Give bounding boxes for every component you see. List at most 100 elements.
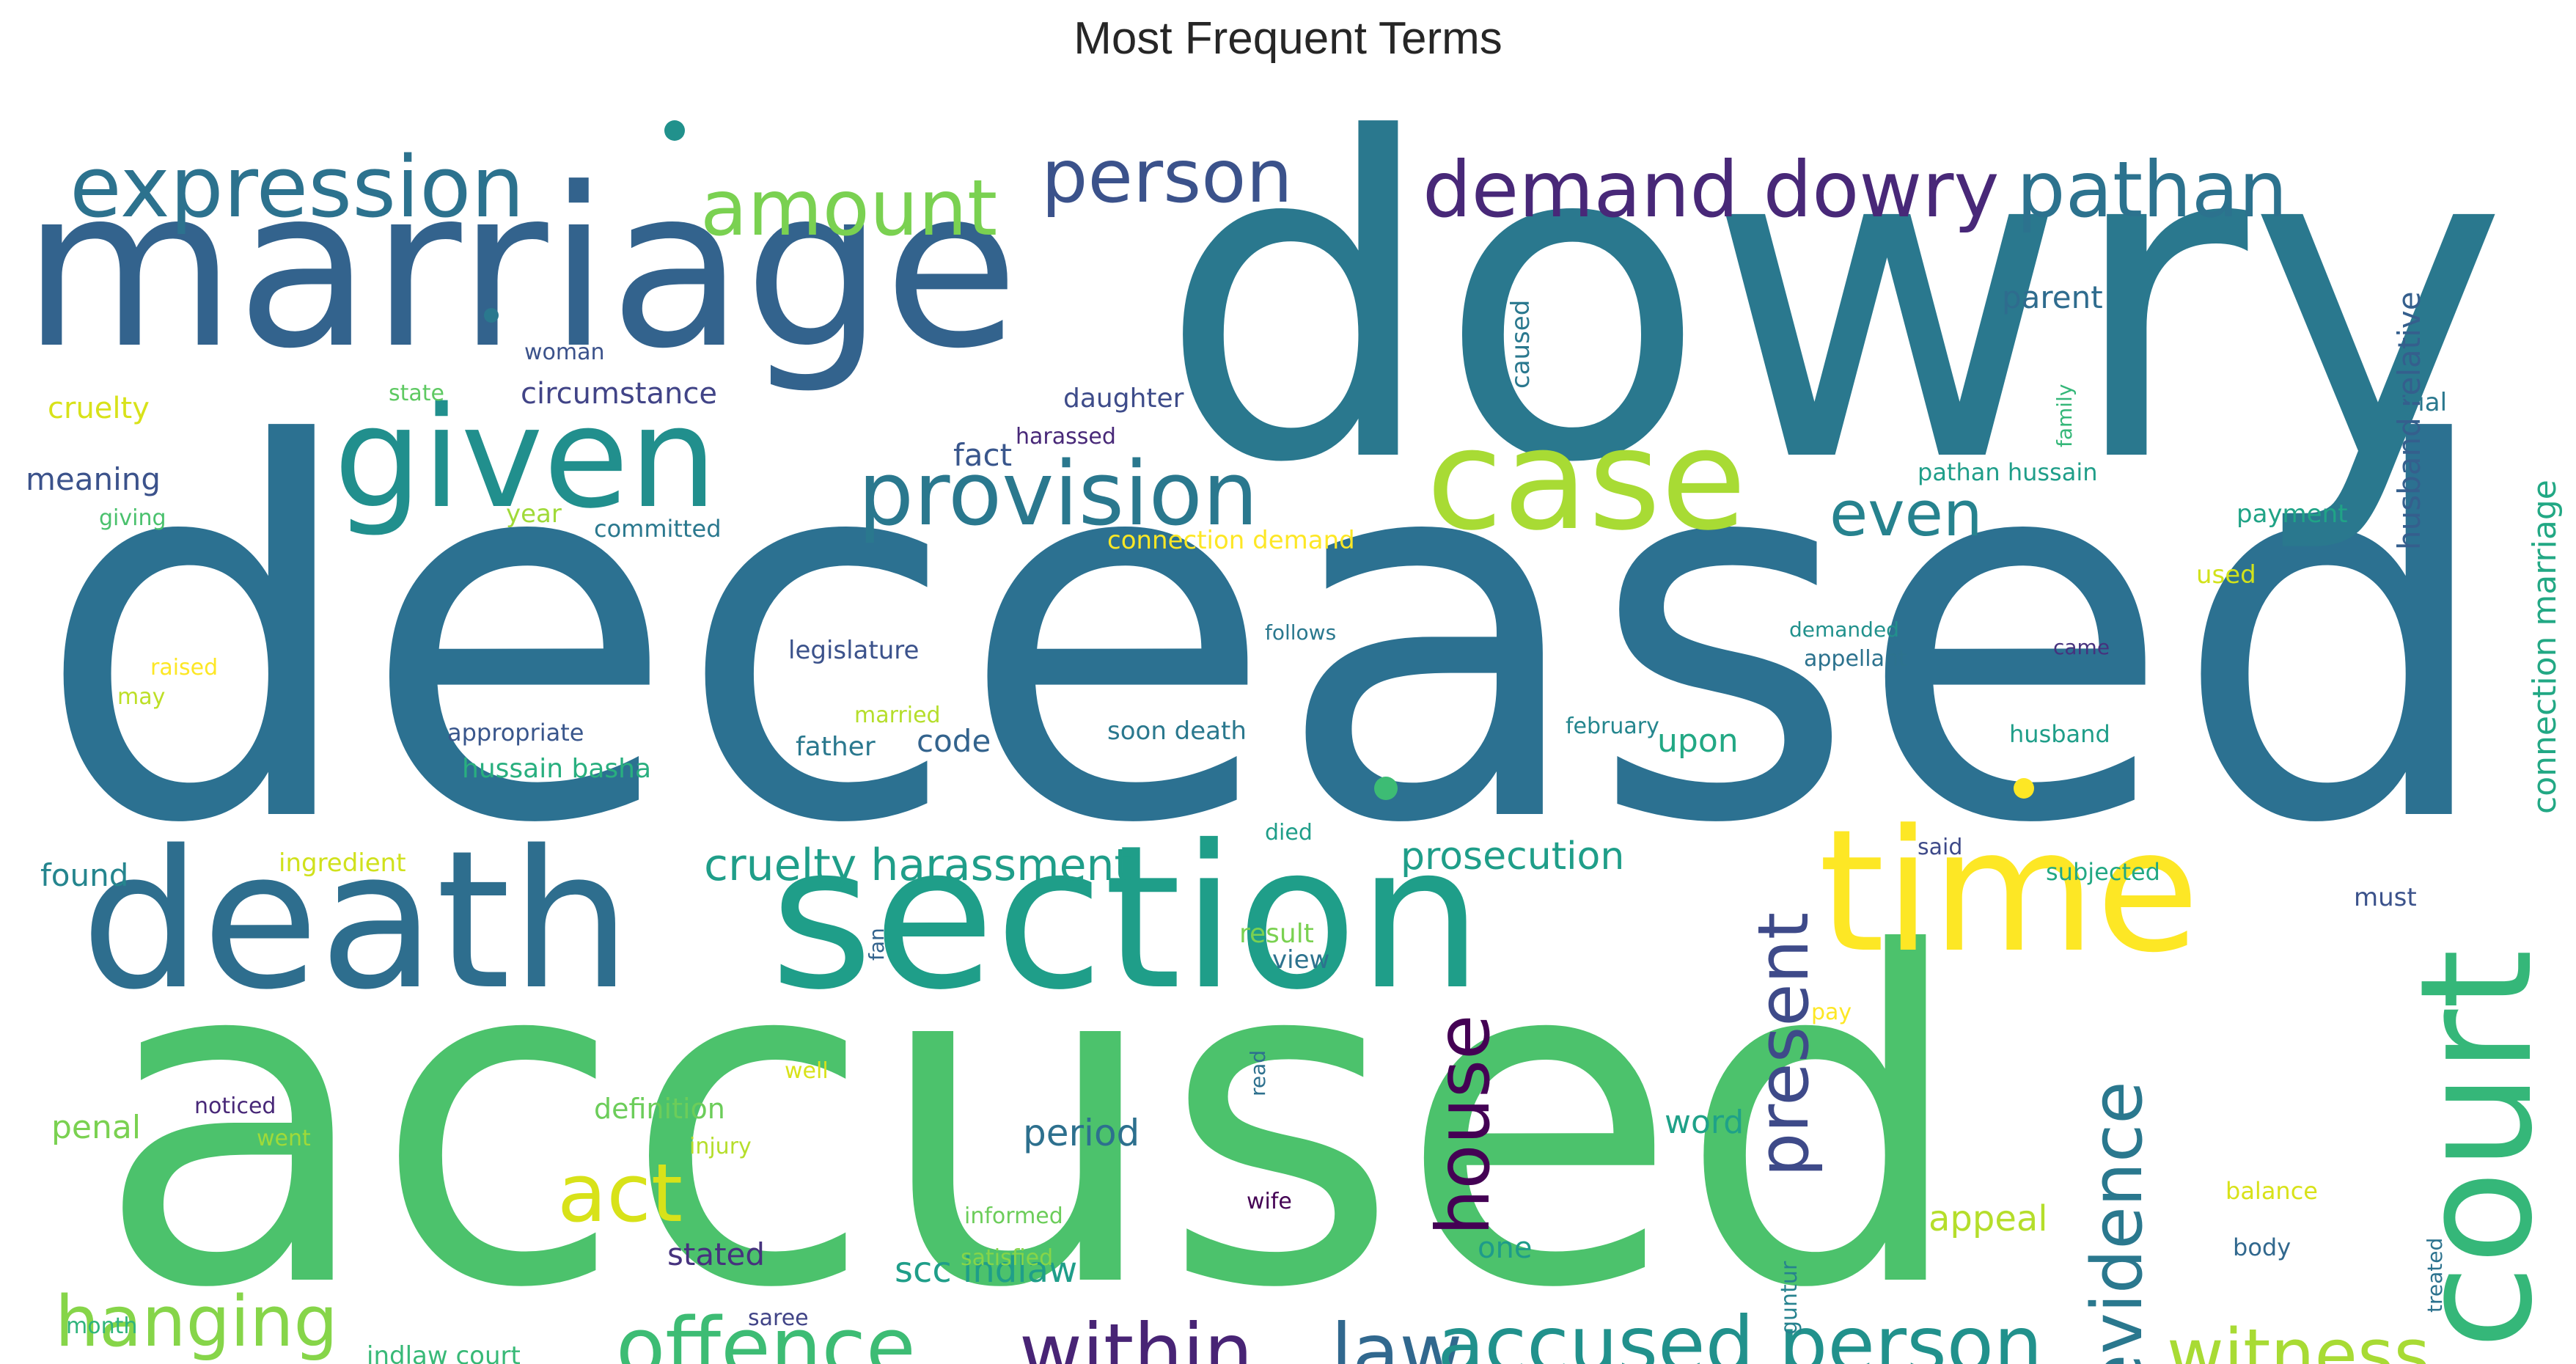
word-3: marriage bbox=[22, 141, 1019, 397]
word-8: given bbox=[334, 377, 717, 539]
word-22: witness bbox=[2167, 1315, 2430, 1364]
word-72: state bbox=[389, 381, 444, 406]
word-11: expression bbox=[70, 139, 524, 237]
decorative-dot bbox=[2014, 778, 2034, 799]
word-85: fan bbox=[865, 928, 889, 961]
word-83: died bbox=[1265, 820, 1313, 846]
word-68: guntur bbox=[1777, 1261, 1802, 1335]
word-18: offence bbox=[616, 1300, 916, 1364]
word-93: injury bbox=[689, 1134, 752, 1159]
word-28: prosecution bbox=[1401, 835, 1624, 879]
word-6: time bbox=[1819, 794, 2200, 990]
word-7: court bbox=[2387, 949, 2566, 1349]
word-69: year bbox=[506, 499, 562, 529]
word-73: woman bbox=[524, 340, 605, 365]
word-78: came bbox=[2053, 635, 2110, 659]
word-79: follows bbox=[1265, 620, 1336, 645]
word-40: cruelty bbox=[48, 392, 150, 425]
word-42: upon bbox=[1657, 722, 1739, 760]
word-33: appeal bbox=[1929, 1198, 2048, 1239]
word-76: demanded bbox=[1789, 617, 1899, 642]
word-71: giving bbox=[99, 505, 166, 531]
word-75: family bbox=[2052, 384, 2077, 447]
word-9: case bbox=[1426, 399, 1747, 561]
word-24: house bbox=[1420, 1014, 1506, 1236]
word-81: married bbox=[854, 703, 941, 728]
word-25: present bbox=[1744, 912, 1824, 1177]
word-29: husband relative bbox=[2391, 291, 2427, 550]
word-56: ingredient bbox=[279, 848, 406, 878]
word-20: law bbox=[1331, 1308, 1462, 1364]
word-86: raised bbox=[150, 655, 218, 681]
word-2: dowry bbox=[1159, 73, 2508, 559]
word-16: even bbox=[1830, 478, 1983, 551]
word-96: wife bbox=[1247, 1189, 1292, 1214]
decorative-dot bbox=[484, 308, 499, 323]
word-12: amount bbox=[700, 164, 997, 253]
word-54: pathan hussain bbox=[1918, 458, 2098, 486]
word-41: parent bbox=[2002, 279, 2103, 315]
chart-title: Most Frequent Terms bbox=[1074, 13, 1502, 64]
word-5: section bbox=[770, 802, 1483, 1033]
word-66: body bbox=[2233, 1233, 2291, 1261]
word-70: committed bbox=[594, 515, 722, 543]
word-14: demand dowry bbox=[1423, 145, 2000, 235]
word-36: penal bbox=[51, 1109, 141, 1146]
word-45: one bbox=[1478, 1231, 1532, 1265]
word-63: husband bbox=[2009, 720, 2110, 748]
word-47: father bbox=[796, 732, 876, 762]
word-82: appropriate bbox=[447, 719, 584, 747]
word-55: payment bbox=[2236, 499, 2347, 529]
word-59: used bbox=[2196, 560, 2256, 590]
word-37: found bbox=[40, 857, 128, 893]
word-35: stated bbox=[667, 1236, 765, 1272]
word-62: soon death bbox=[1107, 716, 1247, 746]
word-17: hanging bbox=[55, 1282, 338, 1363]
word-49: definition bbox=[594, 1093, 725, 1125]
word-48: legislature bbox=[788, 636, 919, 665]
word-90: read bbox=[1246, 1050, 1270, 1096]
word-4: death bbox=[81, 810, 631, 1032]
word-84: said bbox=[1918, 835, 1962, 860]
word-92: went bbox=[257, 1126, 311, 1151]
word-60: result bbox=[1239, 919, 1314, 949]
word-58: caused bbox=[1506, 300, 1535, 389]
word-39: circumstance bbox=[521, 377, 717, 411]
word-65: must bbox=[2354, 883, 2417, 912]
word-64: subjected bbox=[2046, 858, 2160, 886]
word-27: cruelty harassment bbox=[704, 840, 1131, 891]
word-88: pay bbox=[1811, 1000, 1852, 1025]
word-51: indlaw court bbox=[367, 1341, 521, 1364]
word-87: may bbox=[117, 684, 165, 710]
word-97: saree bbox=[748, 1305, 809, 1331]
word-21: accused person bbox=[1437, 1300, 2043, 1364]
word-77: appellant bbox=[1804, 646, 1907, 672]
decorative-dot bbox=[1374, 777, 1398, 800]
word-31: scc indlaw bbox=[895, 1250, 1077, 1291]
word-1: accused bbox=[95, 859, 1967, 1364]
word-15: pathan bbox=[2017, 145, 2288, 235]
word-46: daughter bbox=[1063, 384, 1184, 414]
word-38: meaning bbox=[26, 461, 161, 497]
word-53: connection demand bbox=[1107, 526, 1355, 555]
word-44: fact bbox=[953, 437, 1012, 473]
word-99: treated bbox=[2423, 1238, 2447, 1313]
word-80: february bbox=[1566, 714, 1659, 739]
word-26: evidence bbox=[2077, 1081, 2158, 1364]
word-43: code bbox=[917, 723, 991, 759]
word-98: month bbox=[66, 1313, 137, 1339]
word-94: informed bbox=[964, 1203, 1063, 1229]
word-10: provision bbox=[858, 444, 1258, 546]
word-95: satisfied bbox=[961, 1245, 1053, 1271]
word-30: connection marriage bbox=[2526, 480, 2564, 814]
word-89: well bbox=[785, 1058, 829, 1084]
word-19: within bbox=[1019, 1308, 1253, 1364]
word-57: trial bbox=[2398, 388, 2447, 417]
word-74: harassed bbox=[1016, 424, 1116, 450]
word-0: deceased bbox=[35, 338, 2498, 936]
word-23: act bbox=[557, 1146, 683, 1240]
word-91: noticed bbox=[194, 1093, 276, 1119]
word-61: view bbox=[1272, 945, 1329, 975]
decorative-dot bbox=[664, 120, 685, 141]
